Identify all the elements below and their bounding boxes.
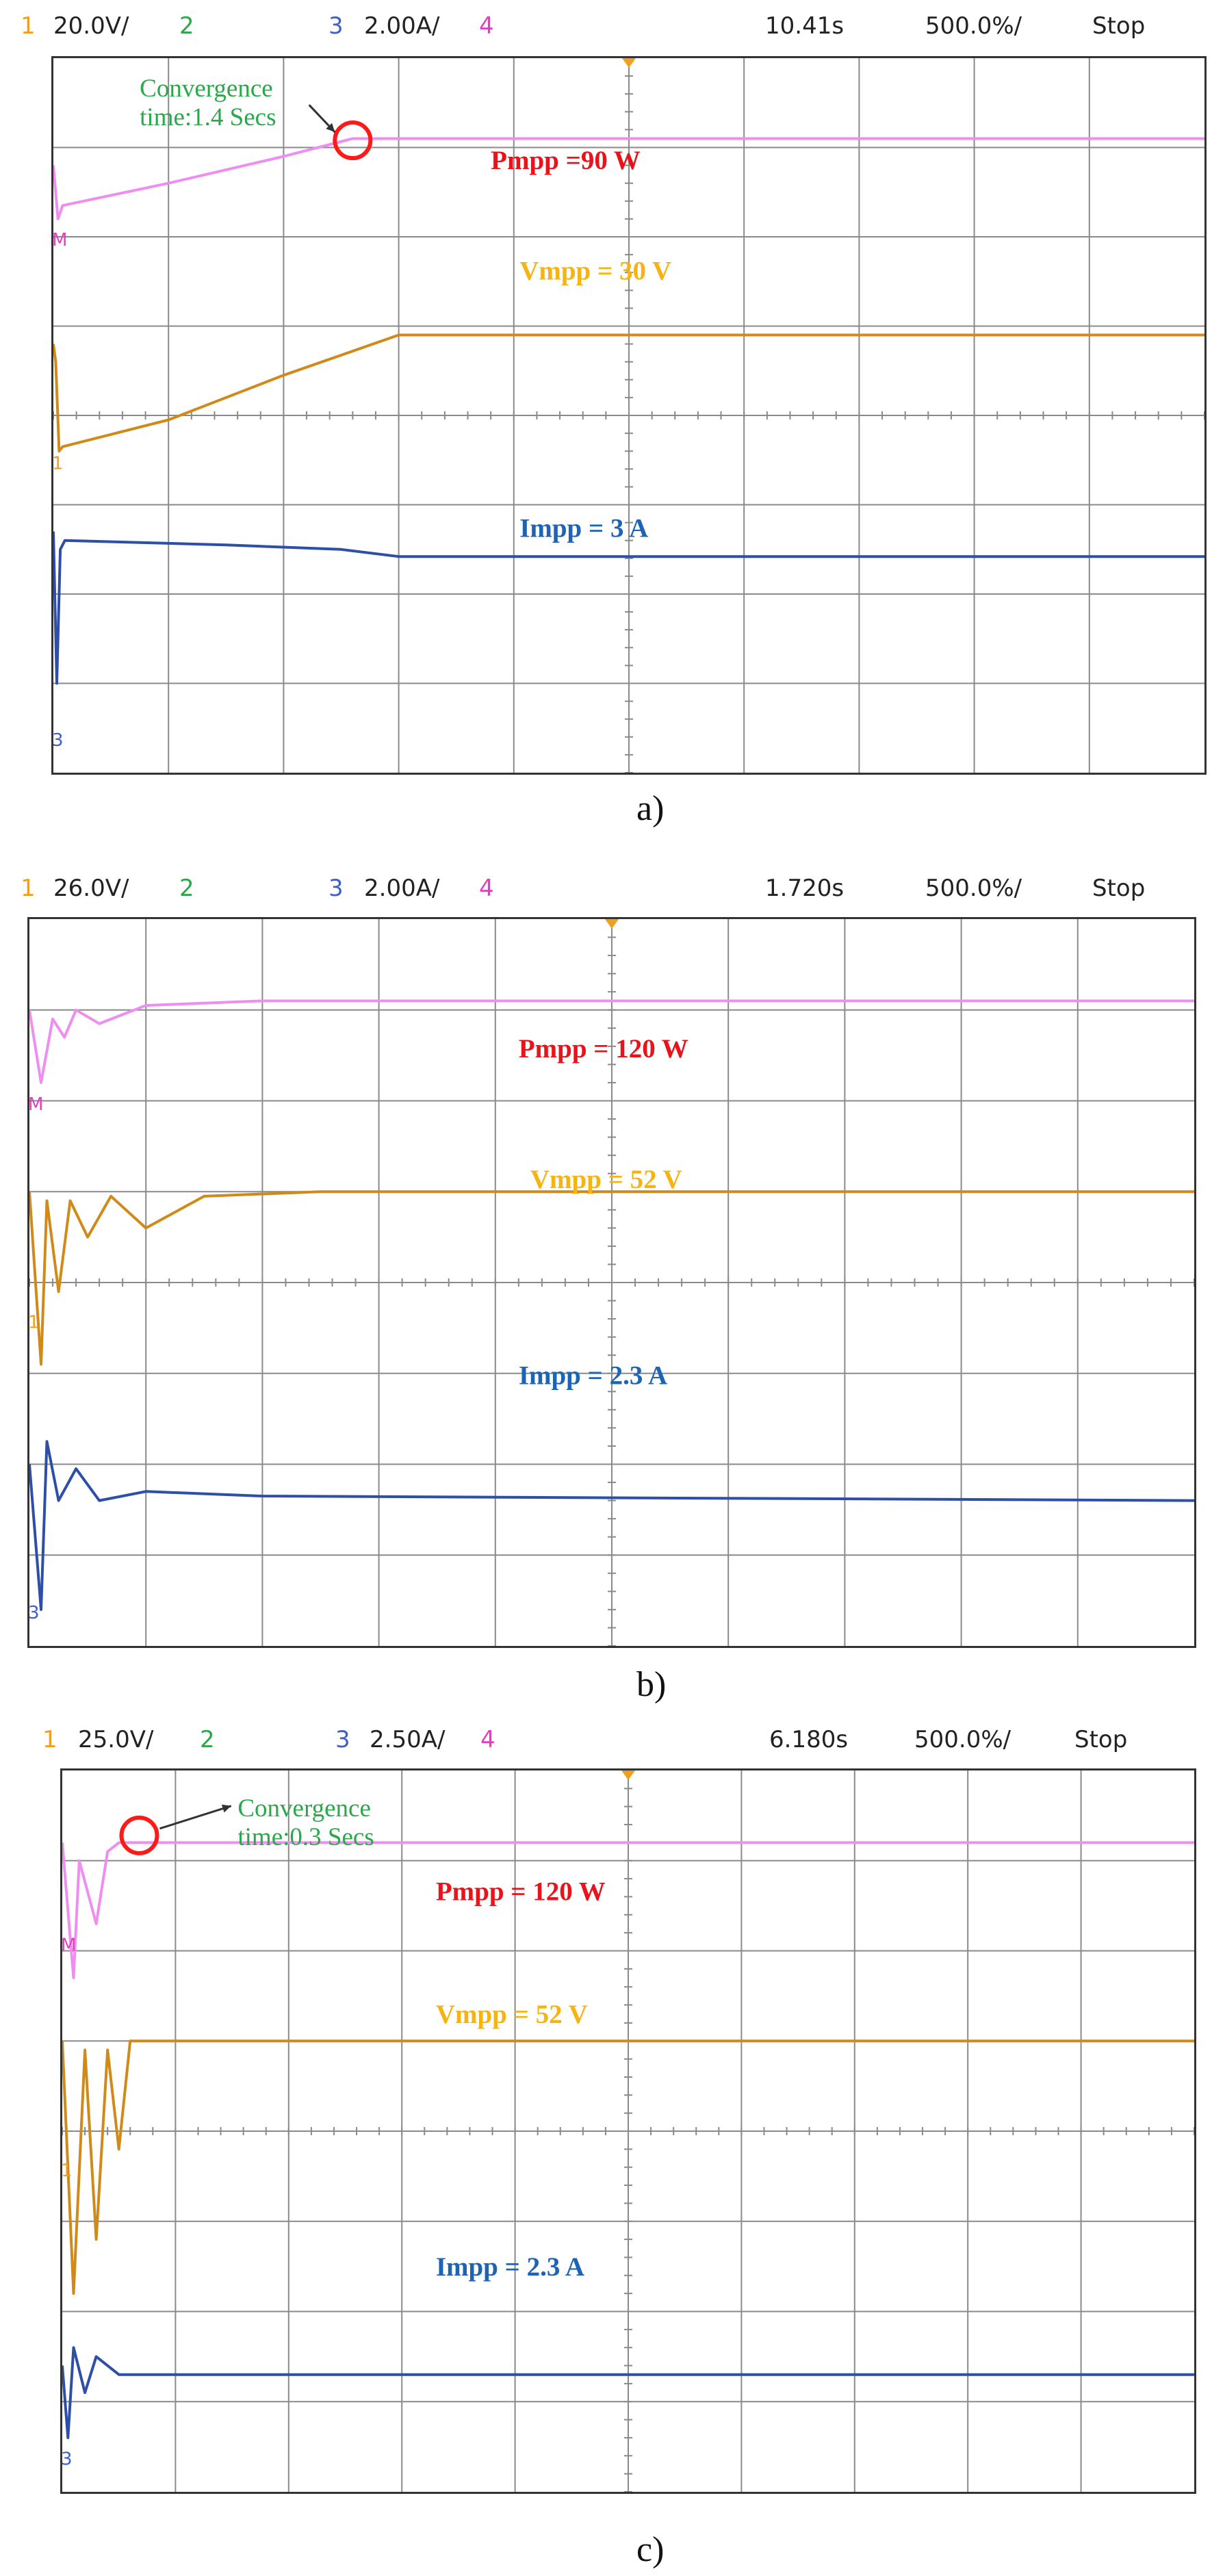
panel-caption-a: a) <box>636 789 665 828</box>
ch2-number: 2 <box>200 1726 215 1753</box>
ch1-number: 1 <box>42 1726 57 1753</box>
trace-label-power: Pmpp = 120 W <box>519 1034 688 1064</box>
scope-plot-c: M 1 3 Pmpp = 120 W Vmpp = 52 V Impp = 2.3 A Co… <box>62 1770 1194 2492</box>
marker-ch3: 3 <box>29 1603 40 1623</box>
ch3-number: 3 <box>328 875 344 902</box>
trace-label-voltage: Vmpp = 52 V <box>436 2000 588 2029</box>
marker-ch1: 1 <box>62 2161 73 2181</box>
timebase: 500.0%/ <box>925 12 1022 40</box>
marker-m: M <box>62 1935 76 1956</box>
annotation-arrowhead <box>326 123 335 133</box>
trace-label-current: Impp = 3 A <box>519 513 648 543</box>
annotation-arrowhead <box>221 1804 231 1813</box>
marker-m: M <box>53 230 67 250</box>
timebase: 500.0%/ <box>925 875 1022 902</box>
annotation-line1: Convergence <box>140 75 273 103</box>
marker-ch1: 1 <box>53 453 64 474</box>
marker-m: M <box>29 1094 43 1115</box>
scope-plot-a: M 1 3 Pmpp =90 W Vmpp = 30 V Impp = 3 A Conver… <box>53 58 1204 773</box>
trace-label-power: Pmpp = 120 W <box>436 1877 606 1907</box>
trace-power <box>53 137 1204 220</box>
acquisition-time: 1.720s <box>765 875 844 902</box>
ch3-scale: 2.50A/ <box>370 1726 446 1753</box>
trace-voltage <box>53 333 1204 453</box>
timebase: 500.0%/ <box>914 1726 1011 1753</box>
trigger-marker <box>605 919 619 929</box>
ch3-scale: 2.00A/ <box>364 875 440 902</box>
ch4-number: 4 <box>479 12 494 40</box>
ch1-number: 1 <box>21 875 36 902</box>
scope-panel-a: 1 20.0V/ 2 3 2.00A/ 4 10.41s 500.0%/ Sto… <box>0 0 1225 842</box>
ch1-scale: 26.0V/ <box>53 875 129 902</box>
trigger-marker <box>621 1770 635 1780</box>
ch3-scale: 2.00A/ <box>364 12 440 40</box>
acquisition-time: 10.41s <box>765 12 844 40</box>
ch2-number: 2 <box>179 875 194 902</box>
annotation-arrow <box>159 1805 232 1830</box>
acquisition-time: 6.180s <box>769 1726 849 1753</box>
scope-plot-b: M 1 3 Pmpp = 120 W Vmpp = 52 V Impp = 2.3 A <box>29 919 1194 1646</box>
ch3-number: 3 <box>328 12 344 40</box>
run-status: Stop <box>1074 1726 1128 1753</box>
trace-current <box>53 531 1204 685</box>
annotation-line2: time:1.4 Secs <box>140 103 276 131</box>
marker-ch3: 3 <box>53 730 64 751</box>
trace-current <box>62 2346 1194 2439</box>
ch3-number: 3 <box>335 1726 350 1753</box>
annotation-line1: Convergence <box>237 1794 371 1822</box>
ch1-number: 1 <box>21 12 36 40</box>
panel-caption-c: c) <box>636 2530 665 2569</box>
trace-power <box>29 999 1194 1084</box>
trace-label-power: Pmpp =90 W <box>491 146 641 175</box>
graticule <box>29 919 1194 1646</box>
scope-screen-a: M 1 3 Pmpp =90 W Vmpp = 30 V Impp = 3 A Conver… <box>51 56 1207 775</box>
marker-ch3: 3 <box>62 2449 73 2469</box>
graticule <box>62 1770 1194 2492</box>
ch4-number: 4 <box>480 1726 495 1753</box>
convergence-circle <box>119 1815 159 1855</box>
ch1-scale: 20.0V/ <box>53 12 129 40</box>
graticule <box>53 58 1204 773</box>
trace-current <box>29 1440 1194 1611</box>
panel-caption-b: b) <box>636 1665 667 1704</box>
run-status: Stop <box>1092 12 1146 40</box>
convergence-circle <box>333 120 373 161</box>
trigger-marker <box>622 58 636 68</box>
run-status: Stop <box>1092 875 1146 902</box>
scope-screen-c: M 1 3 Pmpp = 120 W Vmpp = 52 V Impp = 2.3 A Co… <box>60 1768 1196 2494</box>
trace-label-voltage: Vmpp = 30 V <box>519 257 671 286</box>
scope-panel-b: 1 26.0V/ 2 3 2.00A/ 4 1.720s 500.0%/ Sto… <box>0 862 1225 1718</box>
scope-panel-c: 1 25.0V/ 2 3 2.50A/ 4 6.180s 500.0%/ Sto… <box>0 1711 1225 2576</box>
ch2-number: 2 <box>179 12 194 40</box>
ch1-scale: 25.0V/ <box>78 1726 154 1753</box>
ch4-number: 4 <box>479 875 494 902</box>
trace-label-current: Impp = 2.3 A <box>519 1361 667 1391</box>
marker-ch1: 1 <box>29 1312 40 1332</box>
trace-voltage <box>29 1190 1194 1366</box>
trace-power <box>62 1841 1194 1979</box>
trace-label-voltage: Vmpp = 52 V <box>530 1165 682 1194</box>
trace-label-current: Impp = 2.3 A <box>436 2252 584 2282</box>
trace-voltage <box>62 2039 1194 2295</box>
annotation-line2: time:0.3 Secs <box>237 1823 374 1851</box>
scope-screen-b: M 1 3 Pmpp = 120 W Vmpp = 52 V Impp = 2.3 A <box>27 917 1196 1648</box>
